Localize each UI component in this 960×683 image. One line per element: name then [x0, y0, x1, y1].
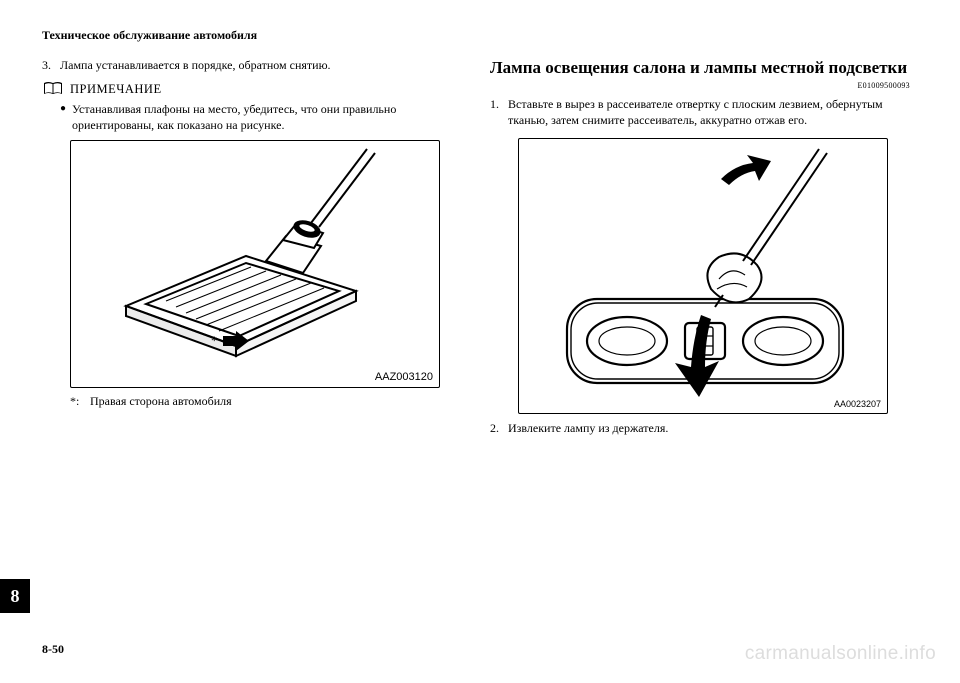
watermark: carmanualsonline.info — [745, 643, 936, 665]
note-bullet: ● Устанавливая плафоны на место, убедите… — [60, 101, 462, 133]
left-column: 3. Лампа устанавливается в порядке, обра… — [42, 57, 462, 445]
figure-code-right: AA0023207 — [834, 399, 881, 409]
chapter-tab: 8 — [0, 579, 30, 613]
section-title: Лампа освещения салона и лампы местной п… — [490, 57, 910, 79]
arrow-curve-icon — [721, 155, 771, 185]
step-2: 2. Извлеките лампу из держателя. — [490, 420, 910, 436]
step-text: Вставьте в вырез в рассеивателе отвертку… — [508, 96, 910, 128]
figure-right: AA0023207 — [518, 138, 888, 414]
step-text: Извлеките лампу из держателя. — [508, 420, 668, 436]
step-text: Лампа устанавливается в порядке, обратно… — [60, 57, 331, 73]
orientation-marker: * — [211, 331, 250, 351]
note-label: ПРИМЕЧАНИЕ — [70, 82, 162, 97]
figure-left: * AAZ003120 — [70, 140, 440, 388]
asterisk-label: * — [211, 333, 218, 349]
book-icon — [42, 81, 64, 97]
step-number: 3. — [42, 57, 60, 73]
note-text: Устанавливая плафоны на место, убедитесь… — [72, 101, 462, 133]
running-header: Техническое обслуживание автомобиля — [42, 28, 924, 43]
caption-mark: *: — [70, 394, 90, 409]
step-3: 3. Лампа устанавливается в порядке, обра… — [42, 57, 462, 73]
lamp-diagram-icon — [71, 141, 441, 389]
note-heading: ПРИМЕЧАНИЕ — [42, 81, 462, 97]
step-number: 1. — [490, 96, 508, 128]
figure-code-left: AAZ003120 — [375, 371, 433, 383]
two-column-layout: 3. Лампа устанавливается в порядке, обра… — [42, 57, 924, 445]
arrow-right-icon — [222, 331, 250, 351]
page: Техническое обслуживание автомобиля 3. Л… — [0, 0, 960, 683]
dome-lamp-diagram-icon — [519, 139, 889, 415]
caption-text: Правая сторона автомобиля — [90, 394, 232, 409]
right-column: Лампа освещения салона и лампы местной п… — [490, 57, 910, 445]
step-number: 2. — [490, 420, 508, 436]
page-number: 8-50 — [42, 642, 64, 657]
bullet-icon: ● — [60, 101, 72, 133]
document-code: E01009500093 — [490, 81, 910, 90]
figure-caption: *: Правая сторона автомобиля — [70, 394, 462, 409]
step-1: 1. Вставьте в вырез в рассеивателе отвер… — [490, 96, 910, 128]
